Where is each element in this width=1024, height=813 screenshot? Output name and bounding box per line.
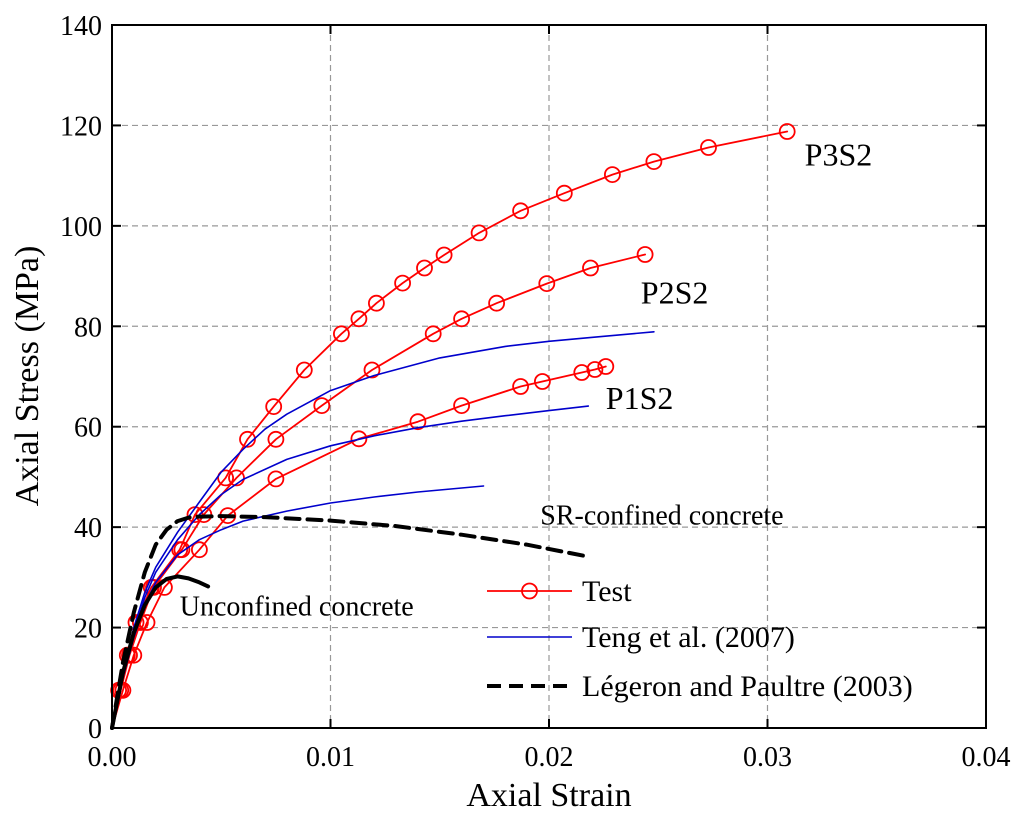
x-tick-label: 0.01	[306, 742, 355, 773]
legend-label-test: Test	[582, 575, 632, 608]
test-point-marker	[267, 470, 285, 488]
plot-series	[110, 123, 796, 730]
axis-ticks: 0.00 0.01 0.02 0.03 0.04 0 20 40 60 80 100 120 140	[60, 11, 1011, 773]
test-point-marker	[453, 397, 471, 415]
test-point-marker	[435, 246, 453, 264]
test-point-marker	[512, 202, 529, 220]
test-point-marker	[778, 123, 796, 140]
test-point-marker	[350, 310, 368, 328]
test-point-marker	[217, 469, 235, 487]
x-tick-label: 0.04	[962, 742, 1011, 773]
test-point-marker	[367, 294, 385, 312]
test-point-marker	[363, 361, 381, 379]
annotations: P3S2 P2S2 P1S2 SR-confined concrete Unconfin…	[180, 137, 873, 623]
legeron-sr-confined-concrete-line	[110, 514, 586, 730]
y-tick-label: 100	[60, 212, 102, 243]
annotation-unconfined-concrete: Unconfined concrete	[180, 592, 414, 623]
annotation-p1s2: P1S2	[606, 380, 674, 416]
annotation-p3s2: P3S2	[805, 137, 873, 173]
annotation-sr-confined-concrete: SR-confined concrete	[540, 501, 783, 532]
y-tick-label: 60	[74, 413, 102, 444]
test-point-marker	[636, 246, 654, 263]
test-point-marker	[470, 224, 488, 242]
y-tick-label: 140	[60, 11, 102, 42]
test-point-marker	[424, 325, 442, 343]
test-point-marker	[409, 413, 427, 431]
test-point-marker	[295, 361, 313, 379]
y-tick-label: 0	[88, 714, 102, 745]
y-tick-label: 40	[74, 513, 102, 544]
teng-p3s2-line	[111, 331, 655, 729]
test-p1s2-line	[111, 365, 607, 729]
test-point-marker	[416, 259, 433, 277]
legend-label-teng: Teng et al. (2007)	[582, 621, 795, 654]
test-point-marker	[394, 274, 412, 292]
test-point-marker	[453, 310, 471, 328]
test-point-marker	[582, 259, 599, 277]
y-tick-label: 80	[74, 312, 102, 343]
test-point-marker	[350, 430, 368, 448]
test-point-marker	[173, 541, 191, 559]
test-point-marker	[190, 541, 208, 559]
legend: Test Teng et al. (2007) Légeron and Paultr…	[487, 575, 913, 703]
y-tick-label: 120	[60, 111, 102, 142]
x-tick-label: 0.00	[88, 742, 137, 773]
test-point-marker	[586, 361, 604, 378]
x-tick-label: 0.02	[525, 742, 574, 773]
test-point-marker	[573, 364, 591, 381]
x-tick-label: 0.03	[743, 742, 792, 773]
test-point-marker	[512, 378, 529, 395]
test-point-marker	[538, 275, 556, 293]
test-point-marker	[645, 153, 663, 171]
test-p2s2-line	[111, 253, 646, 729]
test-point-marker	[313, 397, 331, 415]
x-axis-title: Axial Strain	[466, 777, 631, 813]
test-point-marker	[597, 358, 615, 375]
test-point-marker	[488, 294, 506, 312]
test-point-marker	[700, 139, 717, 156]
annotation-p2s2: P2S2	[641, 275, 709, 311]
test-point-marker	[604, 166, 621, 184]
test-point-marker	[534, 373, 551, 390]
test-point-marker	[265, 398, 283, 416]
test-point-marker	[332, 325, 350, 343]
test-point-marker	[228, 469, 245, 487]
unconfined-unconfined-concrete-line	[110, 574, 211, 730]
y-tick-label: 20	[74, 614, 102, 645]
test-point-marker	[267, 430, 285, 448]
legend-marker-test	[521, 582, 538, 600]
test-point-marker	[555, 184, 573, 202]
y-axis-title: Axial Stress (MPa)	[9, 246, 46, 507]
legend-label-legeron: Légeron and Paultre (2003)	[582, 670, 913, 703]
test-point-marker	[145, 579, 162, 596]
